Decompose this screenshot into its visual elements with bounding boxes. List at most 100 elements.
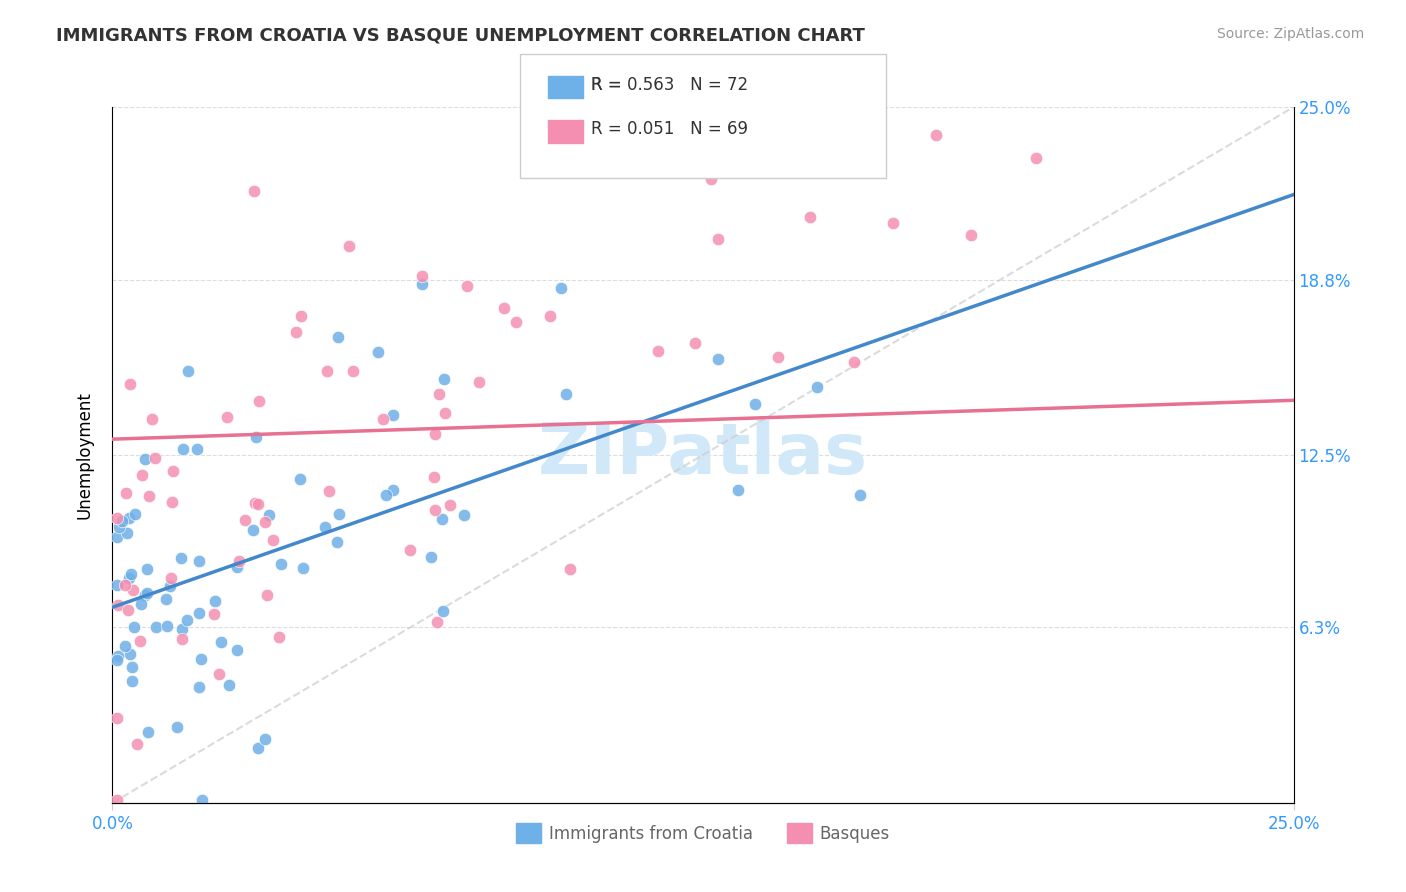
Point [328,330,350,344]
Point [328,508,350,522]
Point [114,639,136,653]
Point [135,562,157,576]
Point [143,450,166,465]
Point [373,412,395,426]
Point [432,512,454,526]
Point [882,216,904,230]
Point [647,344,669,359]
Point [217,409,239,424]
Point [160,571,183,585]
Point [121,673,143,688]
Point [115,485,138,500]
Point [115,526,138,541]
Point [254,732,277,747]
Point [267,630,290,644]
Point [925,128,948,142]
Point [218,678,240,692]
Point [114,577,136,591]
Point [505,315,527,329]
Point [423,503,446,517]
Point [243,496,266,510]
Point [770,128,793,142]
Point [145,620,167,634]
Point [426,615,449,629]
Point [170,632,193,647]
Point [107,598,129,612]
Point [134,588,156,602]
Point [159,579,181,593]
Point [432,605,454,619]
Point [107,648,129,663]
Text: ZIPatlas: ZIPatlas [538,420,868,490]
Point [699,171,721,186]
Point [456,279,478,293]
Point [177,364,200,378]
Point [127,737,149,751]
Point [254,516,277,530]
Point [124,507,146,521]
Point [325,534,347,549]
Point [225,642,247,657]
Point [156,618,179,632]
Point [382,483,405,497]
Point [492,301,515,315]
Point [848,488,870,502]
Point [245,430,267,444]
Point [432,372,454,386]
Point [420,549,443,564]
Point [117,571,139,585]
Point [411,268,433,283]
Point [337,239,360,253]
Point [411,277,433,292]
Point [162,464,184,478]
Point [318,484,340,499]
Point [136,725,159,739]
Point [105,711,128,725]
Point [554,387,576,401]
Point [1025,151,1047,165]
Point [111,514,134,528]
Text: R = 0.051   N = 69: R = 0.051 N = 69 [591,120,748,138]
Point [423,427,446,442]
Legend: Immigrants from Croatia, Basques: Immigrants from Croatia, Basques [509,816,897,850]
Point [105,653,128,667]
Point [439,498,461,512]
Point [117,511,139,525]
Point [291,560,314,574]
Point [160,495,183,509]
Point [433,406,456,420]
Point [765,128,787,142]
Point [468,375,491,389]
Point [243,184,266,198]
Point [270,558,292,572]
Point [122,583,145,598]
Point [135,586,157,600]
Text: R =: R = [591,76,627,94]
Point [129,597,152,611]
Point [141,412,163,426]
Point [290,309,312,323]
Point [209,635,232,649]
Point [191,793,214,807]
Point [314,520,336,534]
Point [262,533,284,548]
Point [247,497,270,511]
Point [423,470,446,484]
Point [117,603,139,617]
Point [131,468,153,483]
Point [134,451,156,466]
Point [399,543,422,558]
Point [118,376,141,391]
Point [187,554,209,568]
Point [105,530,128,544]
Point [190,651,212,665]
Point [749,128,772,142]
Point [342,364,364,378]
Point [799,211,821,225]
Point [166,720,188,734]
Point [367,345,389,359]
Point [228,553,250,567]
Point [706,351,728,366]
Point [242,523,264,537]
Point [128,634,150,648]
